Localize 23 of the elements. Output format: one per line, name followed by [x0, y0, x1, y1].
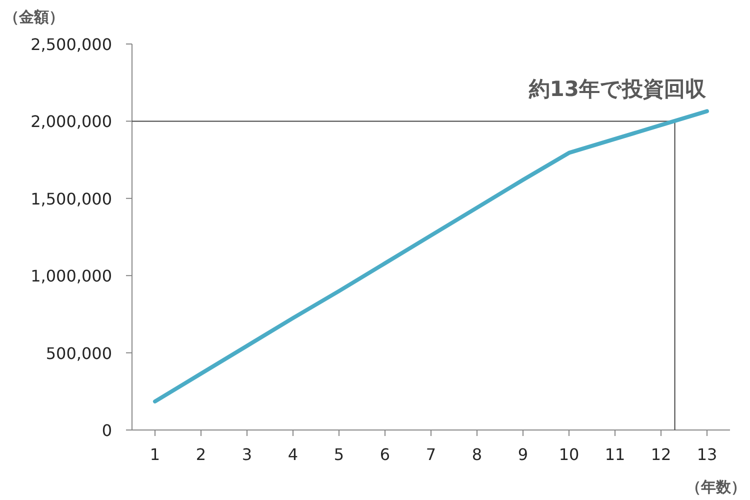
x-tick-label: 4 — [288, 445, 298, 464]
y-tick-label: 500,000 — [46, 344, 112, 363]
annotation: 約13年で投資回収 — [528, 77, 707, 101]
x-tick-label: 12 — [650, 445, 672, 464]
y-tick-label: 2,500,000 — [30, 35, 112, 54]
y-tick-label: 2,000,000 — [30, 112, 112, 132]
x-tick-label: 8 — [472, 445, 482, 464]
x-tick-label: 1 — [150, 445, 160, 464]
x-tick-label: 9 — [518, 445, 528, 464]
line-series — [153, 109, 709, 404]
x-tick-label: 3 — [242, 445, 252, 464]
x-tick-label: 10 — [558, 445, 580, 464]
x-tick-label: 6 — [380, 445, 390, 464]
x-tick-label: 7 — [426, 445, 436, 464]
x-tick-label: 13 — [696, 445, 718, 464]
y-tick-label: 1,000,000 — [30, 266, 112, 286]
x-tick-label: 11 — [604, 445, 626, 464]
x-axis-title: （年数） — [686, 478, 746, 496]
y-tick-label: 1,500,000 — [30, 189, 112, 208]
y-tick-label: 0 — [102, 421, 112, 440]
y-axis-title: （金額） — [4, 8, 64, 26]
x-tick-label: 2 — [196, 445, 206, 464]
x-tick-label: 5 — [334, 445, 344, 464]
